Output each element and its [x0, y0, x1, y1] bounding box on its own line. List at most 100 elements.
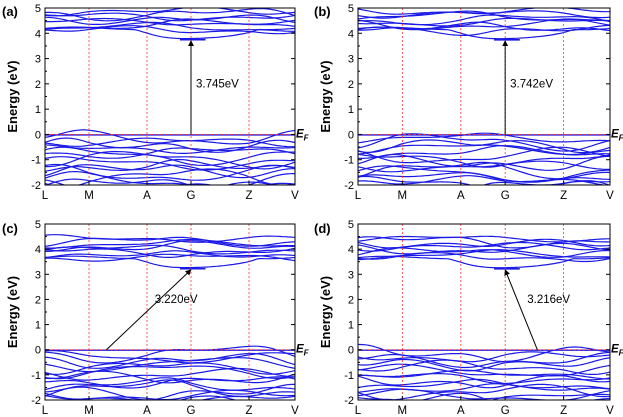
y-tick-label: -2	[344, 395, 354, 407]
x-tick-label: V	[606, 405, 614, 417]
valence-band	[358, 359, 610, 375]
gap-label: 3.745eV	[196, 79, 239, 91]
panel-label: (b)	[314, 4, 331, 19]
x-tick-label: A	[457, 190, 465, 202]
band-panel-3: (c) Energy (eV) 3.220eV -2 -1 0 1 2 3 4 5 L M A G Z V EF	[2, 219, 310, 417]
conduction-band	[45, 17, 295, 26]
y-tick-label: 1	[35, 320, 41, 332]
valence-band	[45, 379, 295, 397]
y-tick-label: 2	[348, 79, 354, 91]
y-tick-label: 5	[35, 219, 41, 231]
valence-band	[358, 369, 610, 380]
valence-band	[45, 163, 295, 181]
x-tick-label: M	[398, 190, 408, 202]
fermi-label: EF	[296, 128, 310, 142]
valence-band	[358, 357, 610, 372]
y-tick-label: 5	[35, 3, 41, 15]
valence-band	[606, 184, 610, 185]
x-tick-label: G	[187, 190, 196, 202]
y-tick-label: 4	[35, 244, 41, 256]
conduction-band	[45, 247, 295, 258]
fermi-label: EF	[296, 344, 310, 358]
conduction-band	[45, 25, 295, 35]
x-tick-label: L	[355, 190, 362, 202]
conduction-band	[45, 8, 295, 17]
valence-band	[45, 137, 295, 148]
conduction-band	[45, 240, 295, 253]
y-tick-label: 3	[35, 54, 41, 66]
conduction-band	[358, 248, 610, 261]
conduction-band	[358, 235, 610, 243]
valence-band	[358, 373, 610, 385]
gap-label: 3.216eV	[527, 294, 570, 306]
valence-band	[45, 376, 295, 389]
y-tick-label: 5	[348, 219, 354, 231]
valence-band	[358, 132, 610, 144]
valence-band	[45, 401, 295, 413]
conduction-band	[358, 242, 610, 255]
x-tick-label: V	[291, 190, 299, 202]
valence-band	[45, 370, 295, 384]
band-panel-2: (b) Energy (eV) 3.742eV -2 -1 0 1 2 3 4 5 L M A G Z V EF	[314, 3, 623, 202]
y-tick-label: 2	[35, 79, 41, 91]
x-tick-label: V	[606, 190, 614, 202]
valence-band	[45, 137, 295, 153]
valence-band	[45, 144, 295, 154]
conduction-band-minimum	[45, 26, 295, 40]
valence-band	[358, 160, 610, 173]
valence-band	[45, 362, 295, 376]
conduction-band	[358, 14, 610, 26]
x-tick-label: V	[291, 405, 299, 417]
x-tick-label: M	[84, 190, 94, 202]
valence-band	[45, 178, 295, 185]
x-tick-label: Z	[245, 190, 252, 202]
valence-band	[45, 147, 295, 159]
bands	[45, 234, 295, 413]
y-tick-label: -1	[344, 155, 354, 167]
conduction-band	[358, 10, 610, 22]
valence-band	[482, 180, 610, 185]
y-tick-label: 4	[348, 244, 354, 256]
x-tick-label: G	[501, 190, 510, 202]
valence-band	[45, 357, 295, 373]
conduction-band	[45, 12, 295, 22]
gap-label: 3.220eV	[155, 294, 198, 306]
x-tick-label: Z	[245, 405, 252, 417]
panel-label: (c)	[2, 221, 18, 236]
conduction-band	[45, 8, 295, 22]
valence-band	[45, 365, 295, 380]
valence-band	[45, 164, 295, 179]
valence-band	[45, 395, 295, 400]
x-tick-label: G	[187, 405, 196, 417]
y-tick-label: 0	[35, 129, 41, 141]
y-tick-label: -1	[31, 155, 41, 167]
y-tick-label: 0	[348, 345, 354, 357]
x-tick-label: A	[457, 405, 465, 417]
valence-band	[358, 374, 610, 389]
y-axis-label: Energy (eV)	[318, 276, 333, 348]
valence-band	[105, 395, 238, 400]
conduction-band-minimum	[45, 255, 295, 269]
bands	[45, 8, 295, 185]
y-tick-label: -1	[344, 370, 354, 382]
y-tick-label: 5	[348, 3, 354, 15]
y-tick-label: -2	[344, 180, 354, 192]
y-tick-label: 4	[35, 28, 41, 40]
y-tick-label: -2	[31, 180, 41, 192]
x-tick-label: M	[398, 405, 408, 417]
x-tick-label: G	[501, 405, 510, 417]
conduction-band-minimum	[358, 255, 610, 269]
conduction-band	[45, 250, 295, 259]
y-tick-label: -1	[31, 370, 41, 382]
conduction-band-minimum	[358, 26, 610, 40]
band-panel-4: (d) Energy (eV) 3.216eV -2 -1 0 1 2 3 4 5 L M A G Z V EF	[314, 219, 623, 417]
valence-band	[358, 172, 610, 183]
valence-band	[358, 153, 610, 168]
valence-band	[419, 392, 489, 400]
y-tick-label: 2	[348, 294, 354, 306]
y-tick-label: 3	[348, 54, 354, 66]
panel-label: (a)	[2, 4, 18, 19]
valence-band	[358, 146, 610, 164]
y-tick-label: 0	[35, 345, 41, 357]
